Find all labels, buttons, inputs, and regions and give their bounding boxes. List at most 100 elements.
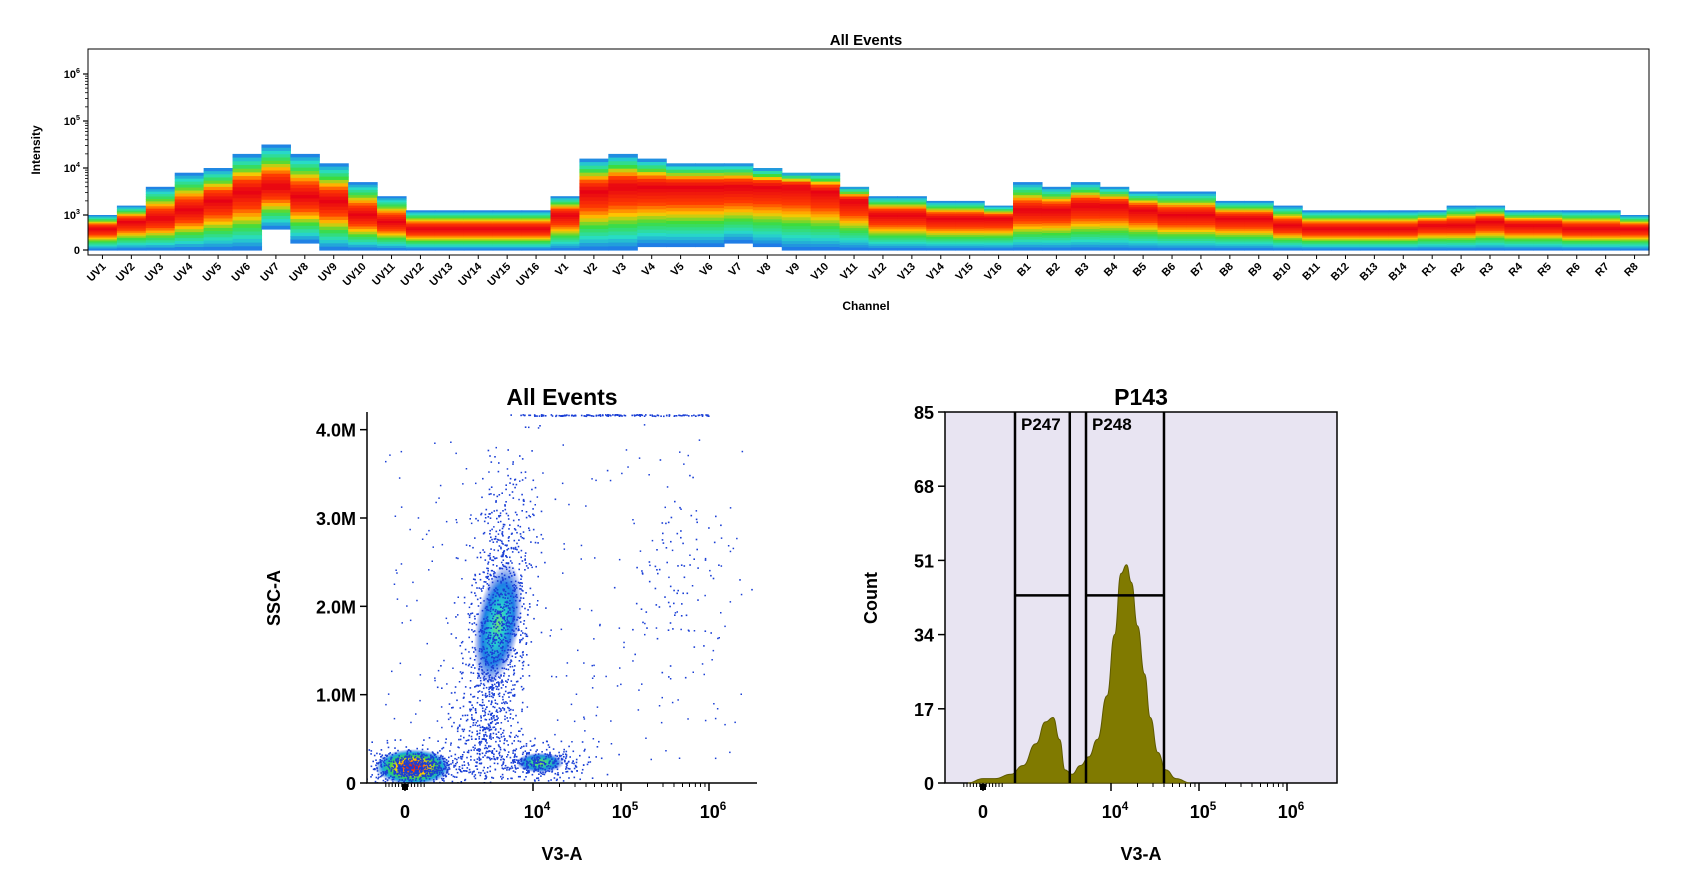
heatmap-x-tick-label: UV1 bbox=[85, 261, 109, 285]
scatter-point bbox=[371, 774, 373, 776]
scatter-point bbox=[509, 700, 512, 702]
scatter-point bbox=[528, 675, 531, 677]
scatter-point bbox=[483, 618, 485, 620]
scatter-point bbox=[508, 576, 510, 578]
scatter-point bbox=[482, 633, 485, 635]
scatter-point bbox=[483, 657, 485, 659]
scatter-point bbox=[475, 655, 477, 657]
scatter-point bbox=[488, 601, 491, 604]
heatmap-cell bbox=[1620, 232, 1650, 235]
scatter-point bbox=[510, 615, 513, 617]
scatter-point bbox=[394, 770, 397, 773]
scatter-point bbox=[432, 757, 435, 759]
scatter-point bbox=[506, 625, 509, 628]
scatter-point bbox=[496, 617, 498, 619]
scatter-point bbox=[565, 755, 568, 758]
heatmap-cell bbox=[203, 212, 234, 216]
scatter-point bbox=[468, 734, 470, 737]
scatter-point bbox=[519, 584, 522, 587]
heatmap-cell bbox=[377, 231, 407, 235]
gate-P248[interactable]: P248 bbox=[1084, 412, 1166, 783]
heatmap-cell bbox=[666, 224, 696, 228]
heatmap-cell bbox=[1331, 243, 1361, 247]
scatter-point bbox=[491, 758, 493, 760]
scatter-point bbox=[511, 551, 514, 553]
heatmap-cell bbox=[1302, 225, 1332, 228]
scatter-point bbox=[677, 565, 679, 567]
scatter-point bbox=[425, 770, 428, 772]
heatmap-cell bbox=[1331, 210, 1361, 213]
heatmap-cell bbox=[290, 184, 320, 189]
scatter-point bbox=[517, 760, 519, 762]
heatmap-cell bbox=[290, 219, 320, 224]
scatter-point bbox=[409, 779, 412, 781]
scatter-point bbox=[521, 710, 523, 713]
heatmap-cell bbox=[1359, 214, 1390, 218]
heatmap-cell bbox=[695, 179, 725, 184]
heatmap-cell bbox=[377, 204, 407, 208]
heatmap-cell bbox=[1388, 246, 1419, 250]
scatter-point bbox=[514, 754, 516, 757]
scatter-point bbox=[532, 744, 535, 747]
gate-P247[interactable]: P247 bbox=[1013, 412, 1072, 783]
heatmap-cell bbox=[1504, 210, 1534, 213]
heatmap-cell bbox=[1533, 242, 1563, 245]
heatmap-cell bbox=[897, 235, 927, 239]
heatmap-cell bbox=[377, 243, 407, 247]
heatmap-cell bbox=[1128, 214, 1159, 217]
scatter-point bbox=[462, 697, 465, 699]
scatter-point bbox=[504, 738, 506, 740]
scatter-point bbox=[401, 757, 403, 759]
scatter-point bbox=[523, 623, 525, 625]
heatmap-cell bbox=[1620, 224, 1650, 227]
heatmap-cell bbox=[1302, 230, 1332, 233]
scatter-point bbox=[529, 500, 532, 503]
heatmap-cell bbox=[1417, 224, 1448, 227]
heatmap-cell bbox=[550, 202, 581, 206]
scatter-point bbox=[498, 745, 500, 748]
heatmap-cell bbox=[752, 189, 783, 193]
scatter-point bbox=[503, 603, 506, 606]
heatmap-cell bbox=[637, 199, 667, 204]
scatter-point bbox=[539, 760, 542, 763]
heatmap-cell bbox=[174, 247, 205, 251]
scatter-point bbox=[495, 656, 497, 658]
scatter-point bbox=[479, 726, 482, 729]
scatter-point bbox=[410, 769, 412, 772]
heatmap-cell bbox=[955, 234, 985, 238]
scatter-point bbox=[662, 532, 664, 535]
scatter-point bbox=[500, 582, 502, 584]
heatmap-cell bbox=[377, 214, 407, 218]
scatter-point bbox=[438, 769, 441, 772]
scatter-point bbox=[414, 770, 417, 772]
heatmap-cell bbox=[261, 206, 291, 211]
scatter-point bbox=[463, 736, 465, 739]
heatmap-cell bbox=[955, 227, 985, 230]
scatter-point bbox=[514, 684, 516, 686]
heatmap-cell bbox=[405, 214, 436, 218]
heatmap-cell bbox=[116, 232, 147, 236]
scatter-point bbox=[437, 774, 439, 777]
heatmap-cell bbox=[1157, 205, 1188, 208]
heatmap-cell bbox=[897, 202, 927, 206]
scatter-y-tick-label: 4.0M bbox=[316, 421, 356, 441]
scatter-point bbox=[668, 415, 671, 417]
scatter-point bbox=[557, 772, 559, 774]
scatter-point bbox=[520, 593, 522, 595]
heatmap-cell bbox=[1273, 217, 1303, 220]
scatter-point bbox=[607, 415, 610, 417]
heatmap-cell bbox=[1273, 236, 1303, 239]
heatmap-column-R5 bbox=[1533, 210, 1563, 251]
heatmap-cell bbox=[810, 232, 841, 236]
scatter-point bbox=[513, 758, 516, 761]
scatter-point bbox=[543, 758, 545, 761]
scatter-point bbox=[729, 751, 731, 754]
heatmap-cell bbox=[1041, 230, 1072, 234]
scatter-point bbox=[446, 683, 448, 685]
scatter-point bbox=[643, 424, 646, 426]
scatter-point bbox=[506, 549, 508, 551]
scatter-point bbox=[549, 752, 551, 755]
heatmap-x-tick-label: UV11 bbox=[370, 261, 398, 289]
scatter-point bbox=[488, 654, 490, 657]
scatter-point bbox=[504, 505, 506, 507]
